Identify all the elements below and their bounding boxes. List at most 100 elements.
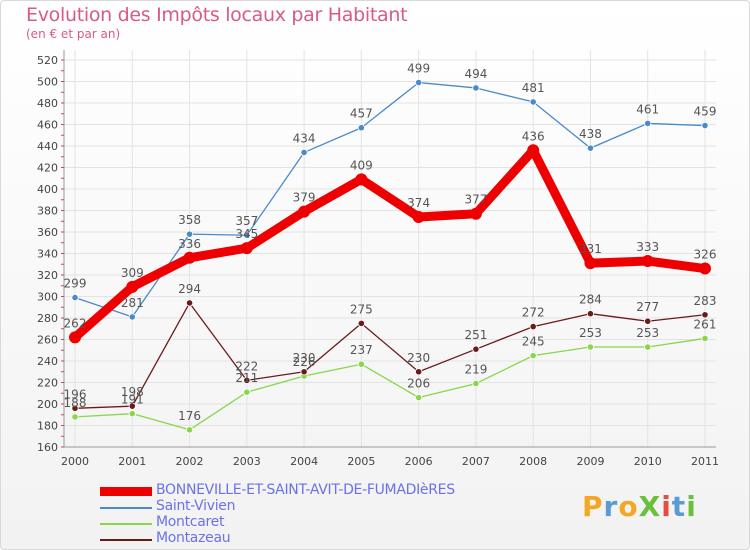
y-tick-label: 320: [37, 269, 58, 282]
data-label-saint-vivien: 434: [293, 131, 316, 145]
y-tick-label: 280: [37, 312, 58, 325]
proxiti-logo: ProXiti: [582, 490, 697, 523]
data-label-bonneville: 377: [464, 193, 487, 207]
data-point-montcaret: [243, 388, 251, 396]
data-point-saint-vivien: [128, 313, 136, 321]
data-point-montazeau: [415, 368, 423, 376]
y-tick-label: 180: [37, 420, 58, 433]
data-point-saint-vivien: [701, 121, 709, 130]
data-point-montcaret: [415, 393, 423, 402]
legend-label-montazeau: Montazeau: [156, 530, 231, 546]
data-label-montcaret: 188: [64, 396, 87, 410]
data-label-saint-vivien: 438: [579, 127, 602, 141]
data-label-montazeau: 275: [350, 302, 373, 316]
data-label-saint-vivien: 299: [64, 277, 87, 291]
data-label-bonneville: 262: [64, 316, 87, 330]
y-tick-label: 500: [37, 76, 58, 89]
data-point-montazeau: [644, 317, 652, 325]
data-point-bonneville: [126, 280, 139, 293]
logo-letter: r: [603, 490, 619, 523]
logo-letter: i: [661, 490, 672, 523]
y-tick-label: 520: [37, 54, 58, 67]
data-point-bonneville: [469, 207, 482, 220]
data-point-bonneville: [641, 255, 654, 268]
data-point-montcaret: [529, 352, 537, 360]
data-label-montcaret: 191: [121, 393, 144, 407]
logo-letter: X: [638, 490, 662, 523]
data-point-bonneville: [527, 144, 540, 157]
data-point-montcaret: [128, 410, 136, 418]
data-point-bonneville: [69, 331, 81, 344]
data-label-saint-vivien: 494: [464, 67, 487, 81]
data-point-montazeau: [71, 404, 79, 412]
y-tick-label: 300: [37, 291, 58, 304]
data-label-bonneville: 336: [178, 237, 201, 251]
logo-letter: o: [618, 490, 639, 523]
data-point-saint-vivien: [529, 98, 537, 106]
data-label-montcaret: 206: [407, 377, 430, 391]
data-point-bonneville: [240, 242, 253, 255]
data-point-saint-vivien: [357, 124, 365, 132]
y-tick-label: 440: [37, 140, 58, 153]
data-point-montcaret: [586, 343, 595, 351]
y-tick-label: 360: [37, 226, 58, 239]
legend-label-bonneville: BONNEVILLE-ET-SAINT-AVIT-DE-FUMADIèRES: [156, 482, 455, 498]
x-tick-label: 2007: [462, 455, 490, 468]
data-label-saint-vivien: 499: [407, 62, 430, 76]
data-point-montazeau: [300, 368, 308, 376]
data-point-montazeau: [243, 376, 251, 384]
data-point-bonneville: [355, 173, 368, 186]
series-line-montazeau: [74, 302, 706, 409]
series-line-montcaret: [74, 337, 706, 431]
x-tick-label: 2009: [576, 455, 604, 468]
x-tick-label: 2005: [347, 455, 375, 468]
legend-label-saint-vivien: Saint-Vivien: [156, 498, 236, 514]
data-point-montazeau: [128, 402, 136, 410]
data-point-bonneville: [699, 262, 711, 275]
logo-letter: t: [671, 490, 687, 523]
data-label-saint-vivien: 457: [350, 107, 373, 121]
x-tick-label: 2008: [519, 455, 547, 468]
data-point-bonneville: [412, 210, 425, 223]
y-tick-label: 400: [37, 183, 58, 196]
data-label-montazeau: 196: [64, 387, 87, 401]
data-label-bonneville: 379: [293, 191, 316, 205]
data-point-montazeau: [701, 311, 709, 319]
data-label-montcaret: 261: [694, 317, 717, 331]
data-point-montazeau: [529, 322, 537, 331]
data-label-montazeau: 277: [636, 300, 659, 314]
data-label-bonneville: 331: [579, 242, 602, 256]
data-point-saint-vivien: [472, 84, 480, 92]
logo-letter: P: [582, 490, 604, 523]
x-tick-label: 2000: [61, 455, 89, 468]
data-point-montazeau: [185, 299, 194, 307]
data-label-montcaret: 245: [522, 335, 545, 349]
data-point-montcaret: [71, 413, 79, 421]
data-label-saint-vivien: 459: [694, 105, 717, 119]
data-label-montazeau: 230: [293, 351, 316, 365]
data-label-montazeau: 272: [522, 306, 545, 320]
data-label-montazeau: 222: [235, 359, 258, 373]
data-label-bonneville: 309: [121, 266, 144, 280]
data-label-bonneville: 345: [235, 227, 258, 241]
x-tick-label: 2006: [405, 455, 433, 468]
data-label-montcaret: 219: [464, 363, 487, 377]
y-tick-label: 200: [37, 398, 58, 411]
y-tick-label: 160: [37, 441, 58, 454]
data-label-montcaret: 253: [579, 326, 602, 340]
data-label-montcaret: 253: [636, 326, 659, 340]
data-label-montcaret: 237: [350, 343, 373, 357]
data-label-saint-vivien: 461: [636, 102, 659, 116]
legend-swatch-saint-vivien: [100, 507, 152, 509]
data-label-saint-vivien: 358: [178, 213, 201, 227]
legend-swatch-bonneville: [100, 487, 152, 496]
data-point-saint-vivien: [586, 144, 595, 152]
data-point-saint-vivien: [243, 231, 251, 239]
y-tick-label: 460: [37, 119, 58, 132]
y-tick-label: 220: [37, 377, 58, 390]
data-label-montazeau: 284: [579, 293, 602, 307]
logo-letter: i: [686, 490, 697, 523]
data-point-montcaret: [357, 360, 365, 368]
legend-label-montcaret: Montcaret: [156, 514, 225, 530]
